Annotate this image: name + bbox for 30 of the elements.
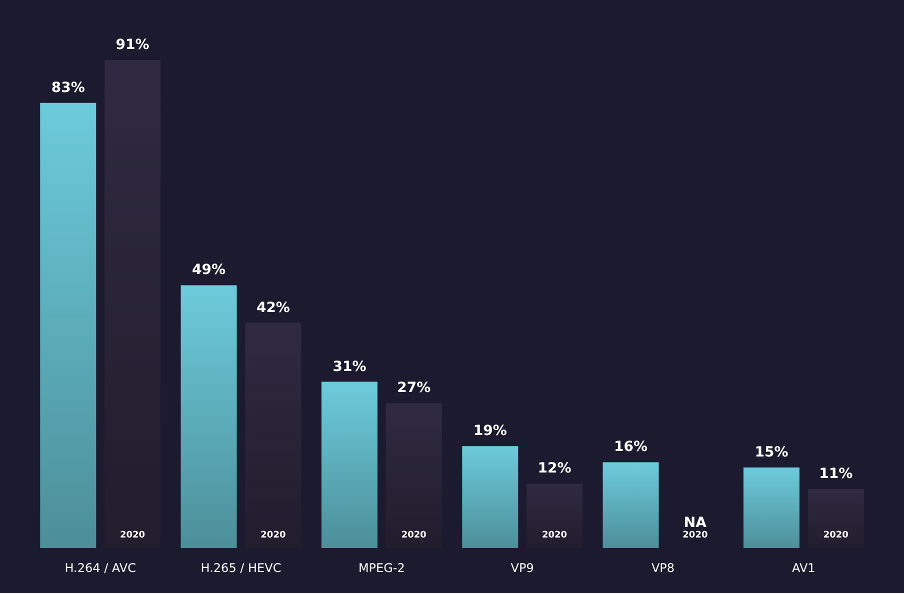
data-label: 83% (51, 80, 85, 96)
x-tick-label: MPEG-2 (358, 561, 405, 575)
bar (462, 446, 518, 548)
bar (40, 102, 96, 548)
data-label: 19% (473, 423, 507, 440)
series-label: 2020 (120, 530, 146, 540)
data-label: 49% (192, 262, 226, 278)
bar (180, 285, 237, 548)
x-tick-label: H.264 / AVC (64, 561, 136, 575)
text: 2020 (542, 530, 568, 540)
text: NA (684, 515, 706, 531)
bar (743, 468, 800, 548)
data-label: 27% (397, 380, 431, 396)
bar (602, 462, 659, 548)
data-label: 42% (256, 300, 290, 316)
data-label: 16% (614, 439, 648, 456)
data-label: 91% (116, 37, 150, 53)
x-tick-label: AV1 (792, 561, 816, 575)
text: 2020 (823, 530, 848, 540)
x-tick-label: H.265 / HEVC (200, 561, 282, 575)
data-label: 15% (754, 444, 788, 461)
x-tick-label: VP9 (510, 561, 534, 575)
data-label: 31% (332, 358, 366, 375)
data-label: 12% (538, 460, 572, 477)
text: 2020 (260, 530, 286, 540)
bar (321, 382, 378, 548)
text: 2020 (682, 530, 708, 540)
data-label: 11% (819, 466, 853, 482)
x-tick-label: VP8 (651, 561, 675, 575)
text: 2020 (401, 530, 426, 540)
